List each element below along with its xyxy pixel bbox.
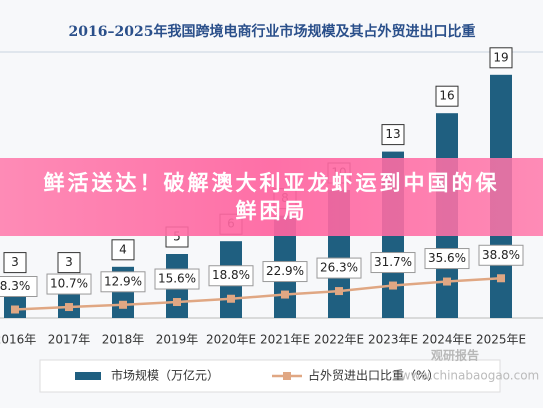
line-label: 8.3% xyxy=(0,279,30,293)
x-tick-label: 2020年E xyxy=(206,333,256,347)
bar-label: 4 xyxy=(119,242,127,256)
line-label-box xyxy=(370,252,416,274)
line-label-box xyxy=(424,248,470,270)
legend-label: 占外贸进出口比重（%） xyxy=(308,368,439,383)
line-label-box xyxy=(262,261,308,283)
chart-title: 2016–2025年我国跨境电商行业市场规模及其占外贸进出口比重 xyxy=(69,23,476,40)
line-marker xyxy=(497,274,505,283)
bar-label: 16 xyxy=(439,89,454,103)
bar-label: 3 xyxy=(65,255,73,269)
line-marker xyxy=(227,294,235,303)
bar-label-box xyxy=(435,85,459,107)
banner-text: 鲜活送达！破解澳大利亚龙虾运到中国的保鲜困局 xyxy=(43,171,500,223)
line-marker xyxy=(173,298,181,307)
bar-label-box xyxy=(489,47,513,69)
line-label: 10.7% xyxy=(50,277,88,291)
legend-box xyxy=(39,359,501,393)
bar-label: 13 xyxy=(385,127,400,141)
x-tick-label: 2017年 xyxy=(48,333,91,347)
line-label: 31.7% xyxy=(374,255,412,269)
line-label-box xyxy=(478,244,524,266)
line-marker xyxy=(335,287,343,296)
line-marker xyxy=(11,305,19,314)
line-marker xyxy=(119,300,127,309)
x-tick-label: 2024年E xyxy=(422,333,472,347)
line-label: 22.9% xyxy=(266,264,304,278)
line-label-box xyxy=(154,268,200,290)
x-tick-label: 2025年E xyxy=(476,333,526,347)
line-marker xyxy=(443,277,451,286)
legend-swatch xyxy=(75,372,101,380)
bar-label: 5 xyxy=(173,230,181,244)
x-tick-label: 2019年 xyxy=(156,333,199,347)
legend-marker xyxy=(283,372,291,380)
line-label: 38.8% xyxy=(482,248,520,262)
line-label: 12.9% xyxy=(104,274,142,288)
line xyxy=(14,277,502,311)
line-label: 18.8% xyxy=(212,268,250,282)
line-label-box xyxy=(0,276,38,298)
line-label-box xyxy=(208,265,254,287)
x-tick-label: 2018年 xyxy=(102,333,145,347)
line-label-box xyxy=(316,257,362,279)
banner: 鲜活送达！破解澳大利亚龙虾运到中国的保鲜困局 xyxy=(0,158,543,236)
line-label: 35.6% xyxy=(428,251,466,265)
line-marker xyxy=(65,303,73,312)
line-marker xyxy=(389,281,397,290)
line-label-box xyxy=(46,273,92,295)
line-label-box xyxy=(100,271,146,293)
legend-label: 市场规模（万亿元） xyxy=(111,368,219,383)
x-tick-label: 2021年E xyxy=(260,333,310,347)
line-label: 26.3% xyxy=(320,261,358,275)
bar-label: 3 xyxy=(11,255,19,269)
bar-label-box xyxy=(3,252,27,274)
bar-label-box xyxy=(57,252,81,274)
x-tick-label: 2016年 xyxy=(0,333,36,347)
bar-label-box xyxy=(111,239,135,261)
line-label: 15.6% xyxy=(158,272,196,286)
x-tick-label: 2022年E xyxy=(314,333,364,347)
bar-label: 19 xyxy=(493,50,508,64)
bar-label-box xyxy=(381,124,405,146)
x-tick-label: 2023年E xyxy=(368,333,418,347)
line-marker xyxy=(281,290,289,299)
